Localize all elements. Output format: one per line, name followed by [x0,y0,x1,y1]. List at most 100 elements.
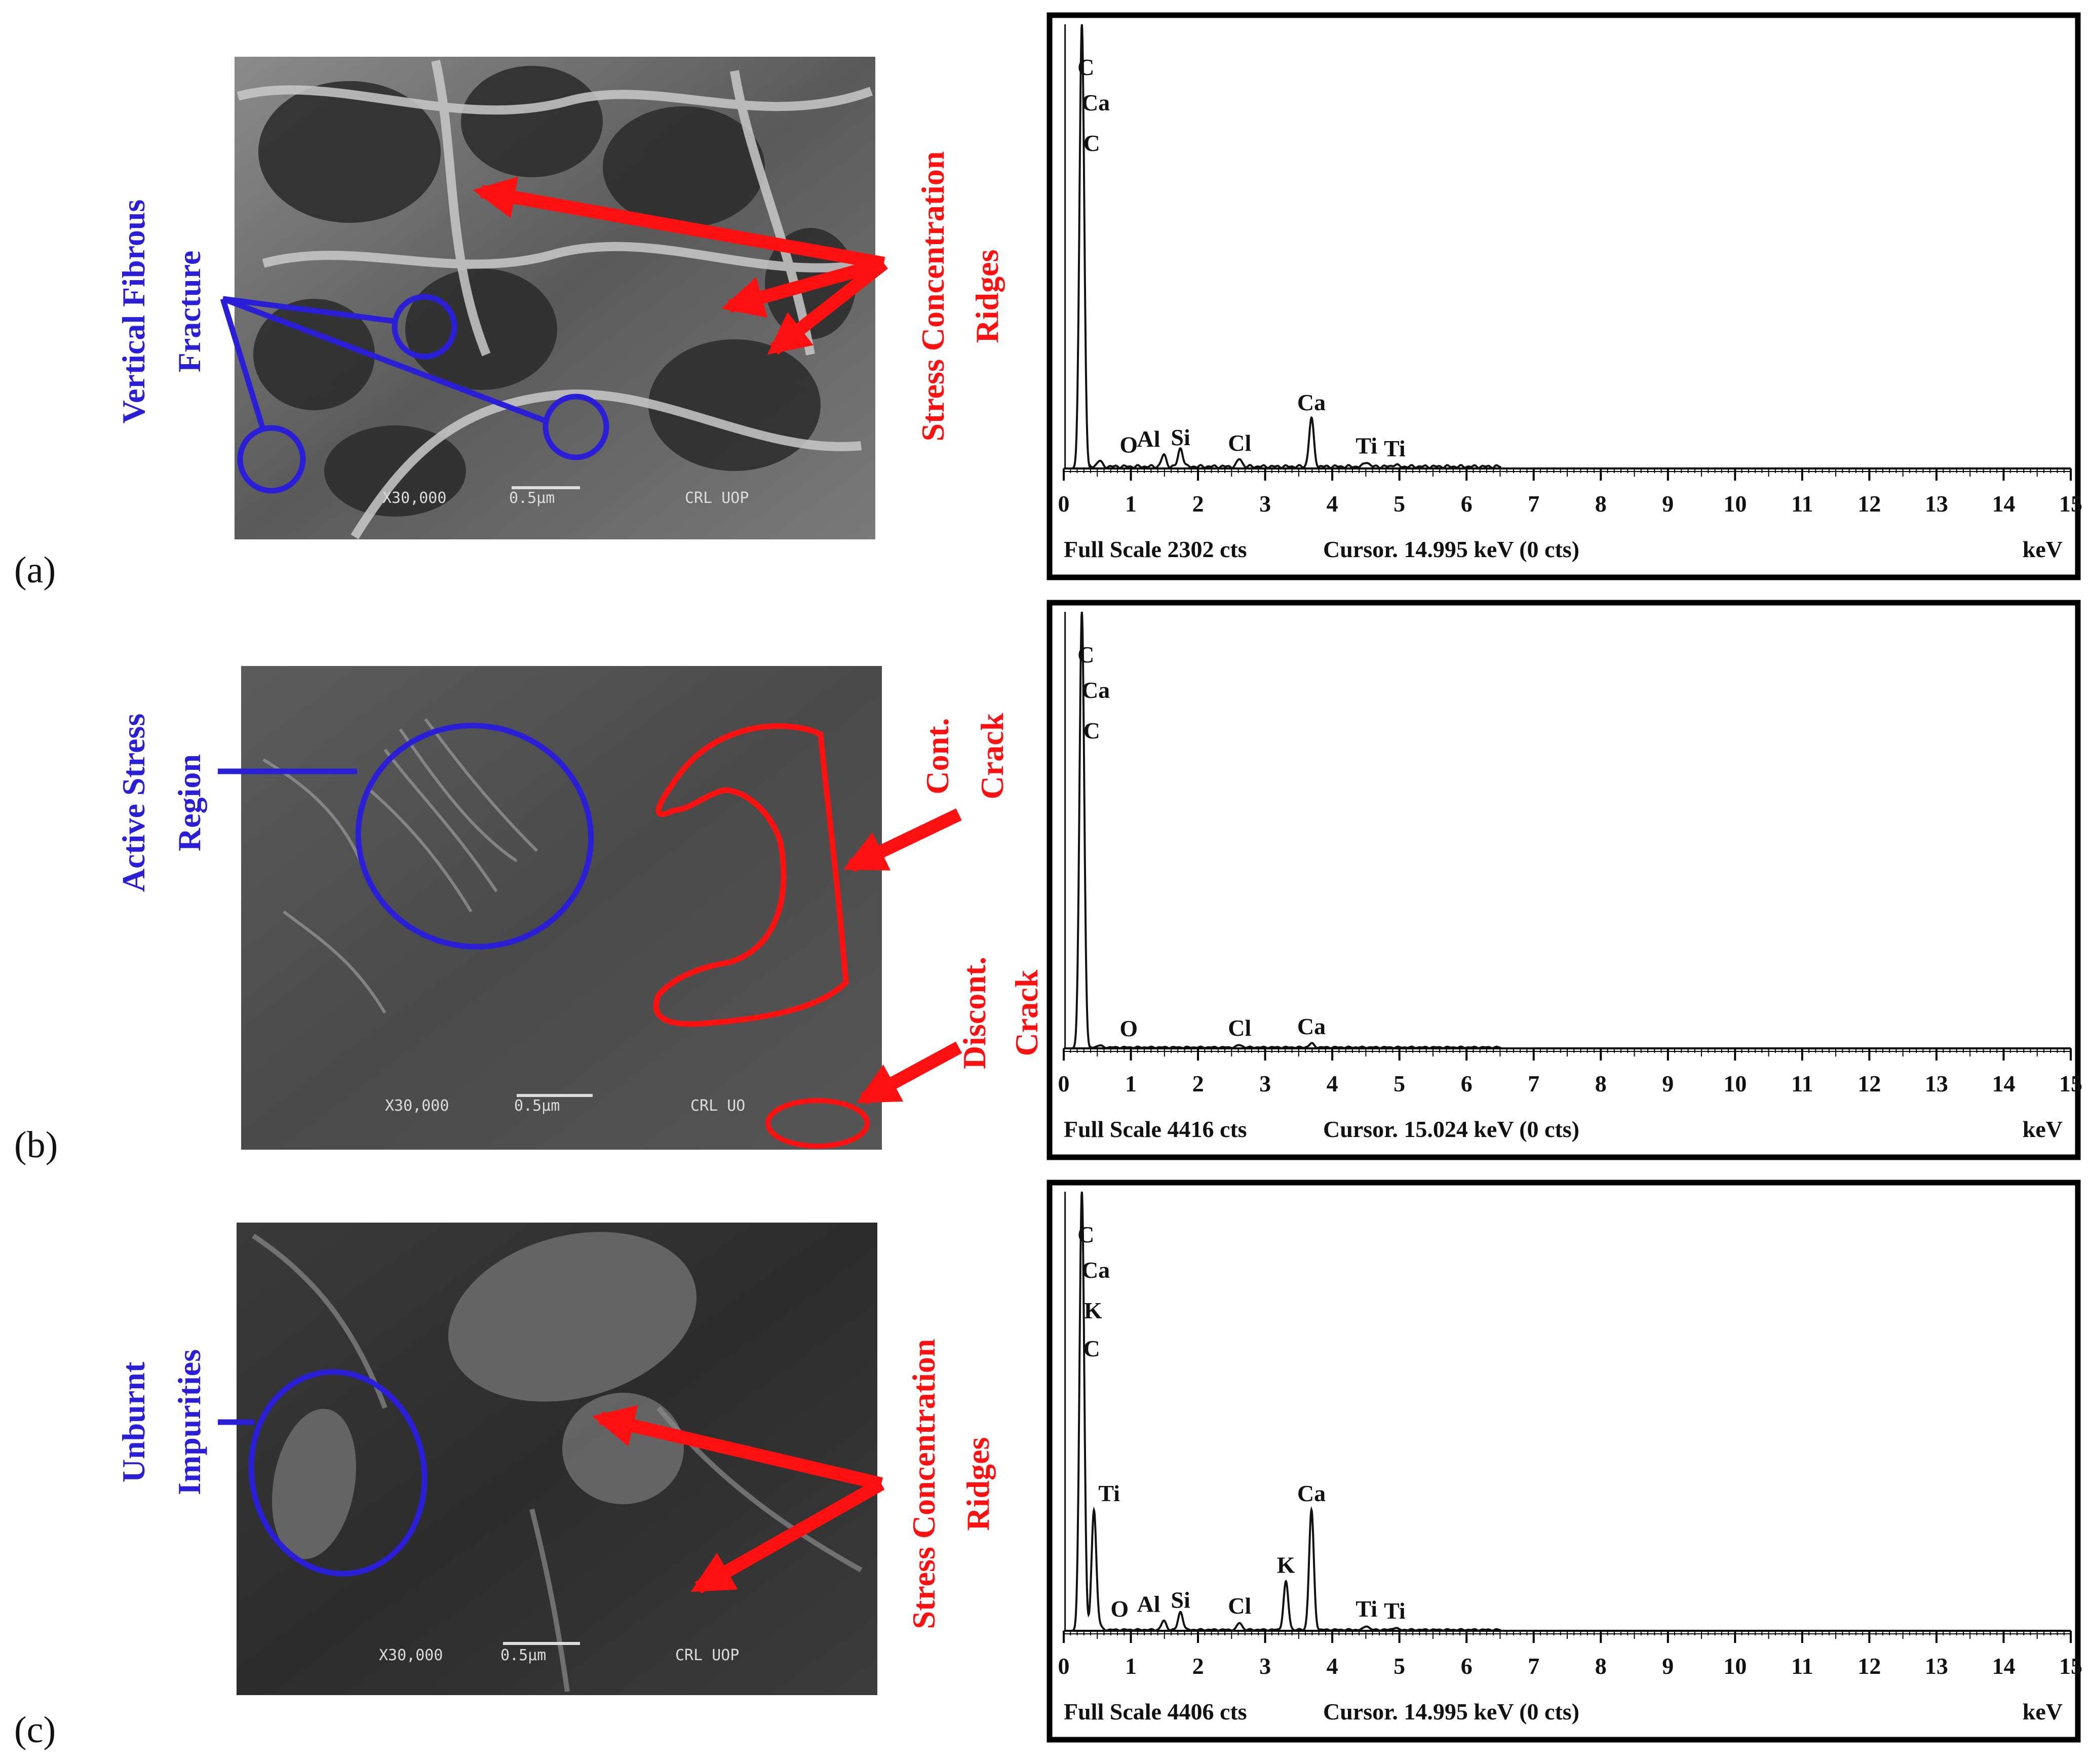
unit-label: keV [2023,536,2063,562]
unit-label: keV [2023,1116,2063,1142]
peak-label: O [1119,432,1138,458]
x-tick-label: 9 [1662,491,1674,517]
peak-label: Ti [1356,433,1377,458]
x-tick-label: 0 [1058,491,1070,517]
peak-label: C [1083,1336,1100,1361]
panel-b: (b) X30,000 0.5µm CRL UO Active Stress [14,666,1044,1166]
red-arrows-a [473,176,888,355]
peak-label: Si [1171,1587,1190,1613]
x-tick-label: 2 [1192,1653,1204,1679]
x-tick-label: 3 [1259,1071,1271,1096]
x-tick-label: 8 [1595,1071,1607,1096]
full-scale-readout: Full Scale 4416 cts [1064,1116,1247,1142]
sem-lab-c: CRL UOP [675,1647,739,1664]
x-tick-label: 4 [1327,1653,1338,1679]
label-stress-ridges-c-1: Stress Concentration [906,1339,942,1629]
panel-letter-c: (c) [14,1709,56,1751]
x-tick-label: 13 [1925,1653,1948,1679]
x-tick-label: 14 [1992,1653,2015,1679]
peak-label: C [1077,642,1094,668]
sem-lab-a: CRL UOP [685,489,749,507]
x-tick-label: 9 [1662,1653,1674,1679]
peak-label: C [1077,1222,1094,1247]
peak-label: Ca [1081,1257,1110,1283]
x-tick-label: 8 [1595,491,1607,517]
red-arrows-c [592,1405,885,1594]
peak-label: O [1119,1015,1138,1041]
cursor-readout: Cursor. 14.995 keV (0 cts) [1323,536,1579,562]
label-impurities: Impurities [171,1349,207,1495]
label-crack-1: Crack [974,713,1010,799]
peak-label: O [1110,1596,1129,1622]
label-cont: Cont. [919,718,955,794]
spectrum-trace [1064,1191,1534,1632]
peak-label: K [1084,1298,1102,1323]
panel-letter-b: (b) [14,1124,58,1166]
x-tick-label: 11 [1791,1071,1813,1096]
x-tick-label: 5 [1393,1653,1405,1679]
peak-label: Ti [1098,1480,1120,1506]
cursor-readout: Cursor. 15.024 keV (0 cts) [1323,1116,1579,1142]
red-arrows-b [843,808,962,1105]
label-stress-ridges-a-1: Stress Concentration [915,151,951,442]
x-tick-label: 2 [1192,491,1204,517]
peak-label: Ca [1081,677,1110,703]
peak-label: Ca [1297,1013,1326,1039]
sem-scale-b: 0.5µm [514,1097,560,1115]
spectrum-frame [1047,12,2081,580]
peak-label: C [1083,718,1100,743]
x-tick-label: 6 [1461,1071,1473,1096]
sem-lab-b: CRL UO [690,1097,745,1115]
x-tick-label: 14 [1992,1071,2015,1096]
sem-scale-c: 0.5µm [500,1647,546,1664]
x-tick-label: 0 [1058,1653,1070,1679]
x-tick-label: 12 [1857,1653,1881,1679]
full-scale-readout: Full Scale 2302 cts [1064,536,1247,562]
x-tick-label: 0 [1058,1071,1070,1096]
full-scale-readout: Full Scale 4406 cts [1064,1699,1247,1724]
sem-scale-a: 0.5µm [509,489,555,507]
spectrum-frame [1047,600,2081,1160]
x-tick-label: 9 [1662,1071,1674,1096]
x-tick-label: 13 [1925,1071,1948,1096]
unit-label: keV [2023,1699,2063,1724]
x-tick-label: 1 [1125,1071,1137,1096]
x-tick-label: 12 [1857,491,1881,517]
label-unburnt: Unburnt [115,1361,151,1482]
discont-crack-circle [765,1098,870,1149]
x-tick-label: 10 [1723,1071,1747,1096]
peak-label: Ca [1297,1480,1326,1506]
label-stress-ridges-a-2: Ridges [969,250,1005,343]
x-tick-label: 11 [1791,491,1813,517]
x-tick-label: 15 [2059,491,2082,517]
peak-label: Al [1137,1591,1160,1617]
x-tick-label: 4 [1327,491,1338,517]
x-tick-label: 13 [1925,491,1948,517]
x-tick-label: 4 [1327,1071,1338,1096]
peak-label: K [1277,1552,1295,1578]
peak-label: Ti [1384,436,1406,461]
cursor-readout: Cursor. 14.995 keV (0 cts) [1323,1699,1579,1724]
peak-label: Cl [1228,430,1251,456]
x-tick-label: 15 [2059,1653,2082,1679]
peak-label: Cl [1228,1015,1251,1041]
x-tick-label: 1 [1125,491,1137,517]
x-tick-label: 10 [1723,1653,1747,1679]
peak-label: Ca [1081,90,1110,115]
label-crack-2: Crack [1009,969,1044,1056]
label-fracture: Fracture [171,251,207,372]
peak-label: Ca [1297,389,1326,415]
peak-label: Cl [1228,1593,1251,1619]
blue-annotation-a [220,294,609,494]
blue-annotation-c [218,1369,428,1577]
x-tick-label: 5 [1393,491,1405,517]
panel-a: (a) X30,000 0.5µm [14,57,1005,591]
sem-magnification-c: X30,000 [379,1647,443,1664]
peak-label: Ti [1356,1596,1377,1622]
x-tick-label: 14 [1992,491,2015,517]
blue-annotation-b [218,723,594,950]
